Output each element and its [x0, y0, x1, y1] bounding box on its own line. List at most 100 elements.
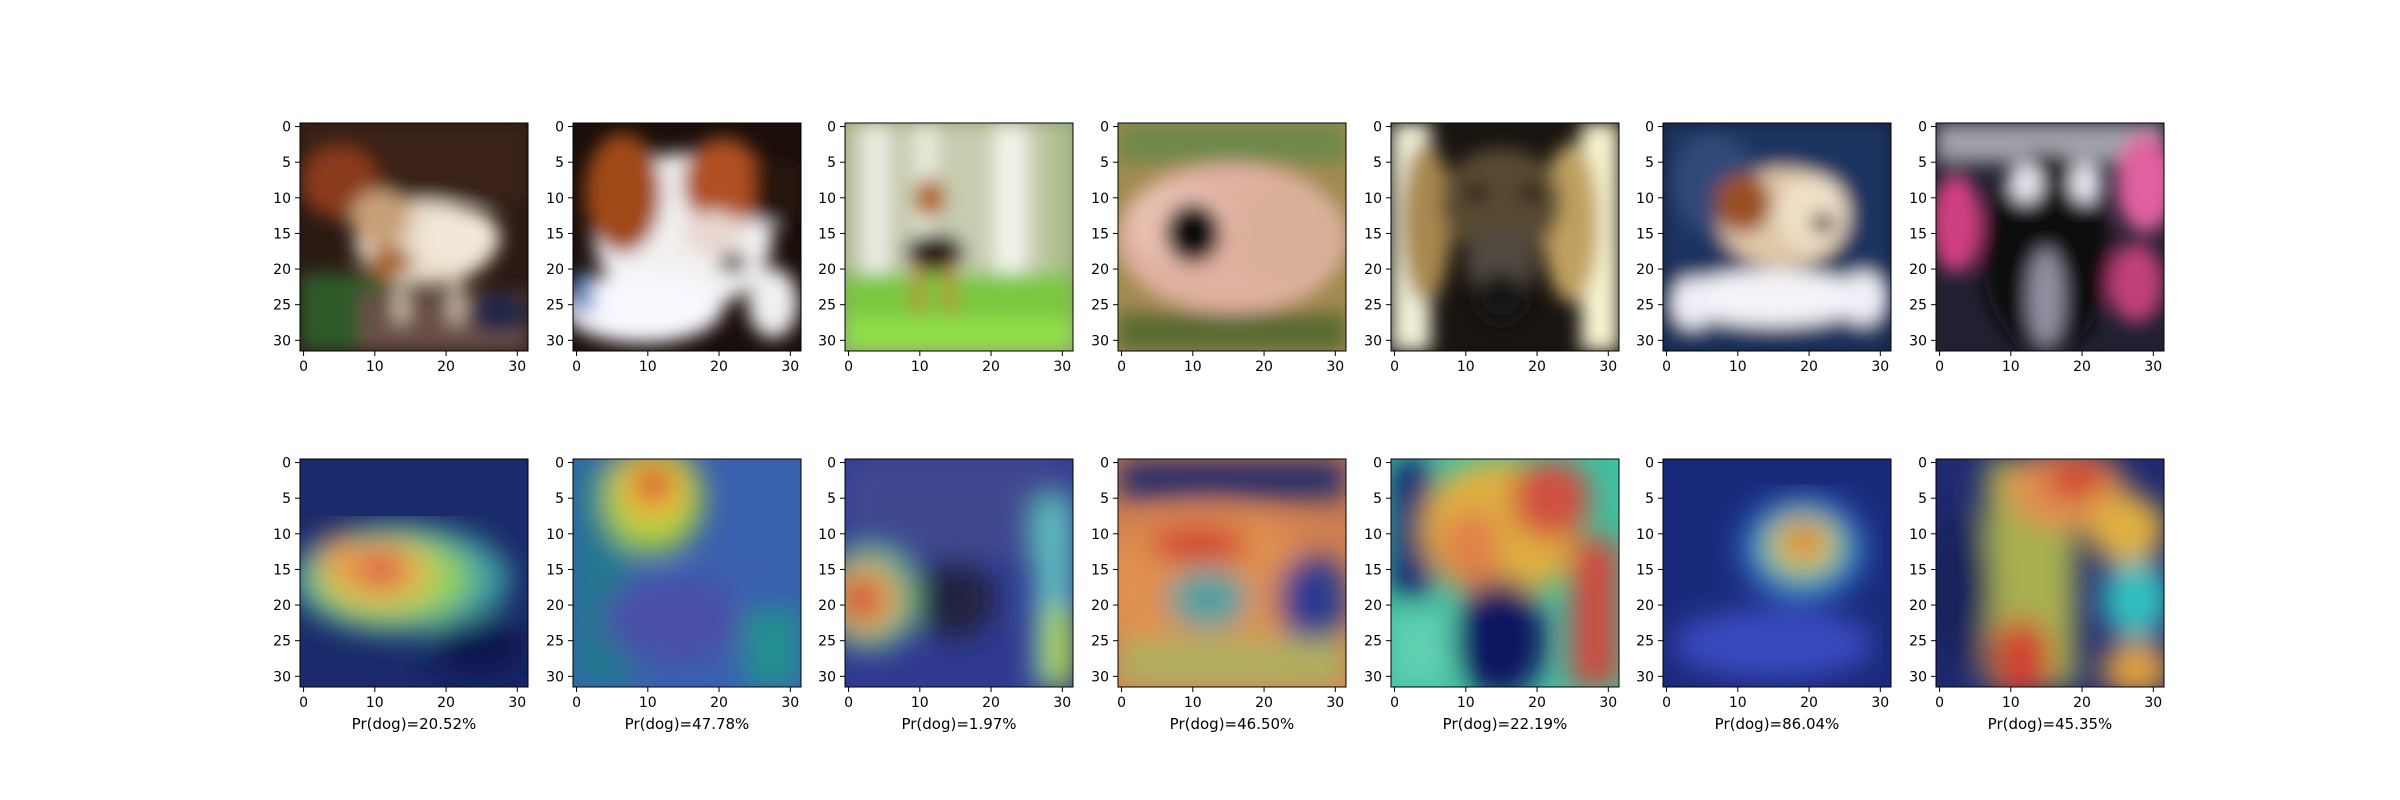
x-tick-label: 20: [1800, 359, 1818, 375]
y-tick-label: 15: [1909, 562, 1927, 578]
y-tick-label: 15: [1636, 562, 1654, 578]
x-tick-label: 30: [508, 359, 526, 375]
x-tick-label: 10: [2002, 359, 2020, 375]
probability-label: Pr(dog)=22.19%: [1443, 715, 1568, 733]
x-tick-label: 10: [366, 359, 384, 375]
probability-label: Pr(dog)=47.78%: [625, 715, 750, 733]
y-tick-label: 30: [273, 333, 291, 349]
x-tick-label: 0: [1117, 695, 1126, 711]
y-tick-label: 10: [546, 191, 564, 207]
y-tick-label: 25: [1909, 298, 1927, 314]
y-tick-label: 5: [1100, 155, 1109, 171]
x-tick-label: 0: [299, 695, 308, 711]
y-tick-label: 15: [546, 562, 564, 578]
axes-photo-1: 0 10 20 30 0 5 10 15 20 25 30: [273, 120, 529, 375]
axes-frame: [1662, 458, 1892, 688]
y-tick-label: 10: [1909, 191, 1927, 207]
y-tick-label: 20: [273, 262, 291, 278]
y-tick-label: 30: [1091, 333, 1109, 349]
y-tick-label: 25: [546, 634, 564, 650]
terrier-on-grass-photo: [845, 123, 1073, 351]
y-tick-label: 5: [282, 155, 291, 171]
y-tick-label: 5: [555, 155, 564, 171]
x-tick-label: 0: [844, 695, 853, 711]
axes-frame: [1117, 122, 1347, 352]
x-tick-label: 10: [2002, 695, 2020, 711]
y-tick-label: 5: [827, 491, 836, 507]
y-tick-label: 10: [1091, 191, 1109, 207]
y-tick-label: 30: [1636, 333, 1654, 349]
y-tick-label: 10: [1091, 527, 1109, 543]
x-tick-label: 30: [508, 695, 526, 711]
x-tick-label: 30: [2144, 359, 2162, 375]
x-tick-label: 0: [1662, 359, 1671, 375]
y-tick-label: 30: [818, 333, 836, 349]
y-tick-label: 25: [1364, 298, 1382, 314]
x-tick-label: 20: [437, 695, 455, 711]
x-tick-label: 30: [1599, 695, 1617, 711]
axes-frame: [1935, 458, 2165, 688]
y-tick-label: 25: [1636, 298, 1654, 314]
y-tick-label: 15: [273, 226, 291, 242]
y-tick-label: 20: [1909, 262, 1927, 278]
axes-heatmap-5: 0 10 20 30 0 5 10 15 20 25 30 Pr(dog)=22.19%: [1364, 456, 1620, 733]
y-tick-label: 10: [273, 191, 291, 207]
heatmap-overlay-3: [845, 459, 1073, 687]
x-tick-label: 20: [710, 359, 728, 375]
x-tick-label: 30: [1599, 359, 1617, 375]
y-tick-label: 5: [1100, 491, 1109, 507]
y-tick-label: 30: [546, 333, 564, 349]
y-tick-label: 5: [1373, 491, 1382, 507]
y-tick-label: 20: [546, 598, 564, 614]
y-tick-label: 25: [273, 298, 291, 314]
y-tick-label: 5: [1645, 155, 1654, 171]
y-tick-label: 30: [1636, 669, 1654, 685]
y-tick-label: 30: [1364, 333, 1382, 349]
y-tick-label: 5: [282, 491, 291, 507]
y-tick-label: 25: [1091, 298, 1109, 314]
x-tick-label: 30: [1053, 359, 1071, 375]
x-tick-label: 20: [1528, 359, 1546, 375]
y-tick-label: 10: [1636, 191, 1654, 207]
x-tick-label: 0: [1662, 695, 1671, 711]
y-tick-label: 10: [818, 191, 836, 207]
x-tick-label: 10: [1184, 695, 1202, 711]
y-tick-label: 0: [1645, 120, 1654, 136]
y-tick-label: 0: [827, 456, 836, 472]
heatmap-overlay-4: [1118, 459, 1346, 687]
x-tick-label: 10: [911, 695, 929, 711]
x-tick-label: 20: [710, 695, 728, 711]
y-tick-label: 15: [818, 226, 836, 242]
x-tick-label: 0: [299, 359, 308, 375]
axes-photo-3: 0 10 20 30 0 5 10 15 20 25 30: [818, 120, 1074, 375]
y-tick-label: 0: [827, 120, 836, 136]
axes-frame: [572, 122, 802, 352]
x-tick-label: 0: [1390, 359, 1399, 375]
y-tick-label: 10: [1364, 191, 1382, 207]
y-tick-label: 5: [827, 155, 836, 171]
y-tick-label: 0: [1373, 120, 1382, 136]
x-tick-label: 0: [844, 359, 853, 375]
fluffy-dog-closeup-photo: [1118, 123, 1346, 351]
axes-frame: [1935, 122, 2165, 352]
x-tick-label: 10: [366, 695, 384, 711]
y-tick-label: 25: [546, 298, 564, 314]
y-tick-label: 5: [1645, 491, 1654, 507]
y-tick-label: 15: [1364, 226, 1382, 242]
y-tick-label: 25: [273, 634, 291, 650]
y-tick-label: 25: [1909, 634, 1927, 650]
axes-frame: [299, 122, 529, 352]
axes-frame: [572, 458, 802, 688]
y-tick-label: 30: [273, 669, 291, 685]
x-tick-label: 20: [1255, 695, 1273, 711]
y-tick-label: 20: [1636, 262, 1654, 278]
y-tick-label: 30: [1364, 669, 1382, 685]
probability-label: Pr(dog)=86.04%: [1715, 715, 1840, 733]
axes-heatmap-7: 0 10 20 30 0 5 10 15 20 25 30 Pr(dog)=45.35%: [1909, 456, 2165, 733]
y-tick-label: 15: [1364, 562, 1382, 578]
y-tick-label: 0: [1645, 456, 1654, 472]
y-tick-label: 0: [1373, 456, 1382, 472]
y-tick-label: 0: [1100, 120, 1109, 136]
y-tick-label: 10: [546, 527, 564, 543]
